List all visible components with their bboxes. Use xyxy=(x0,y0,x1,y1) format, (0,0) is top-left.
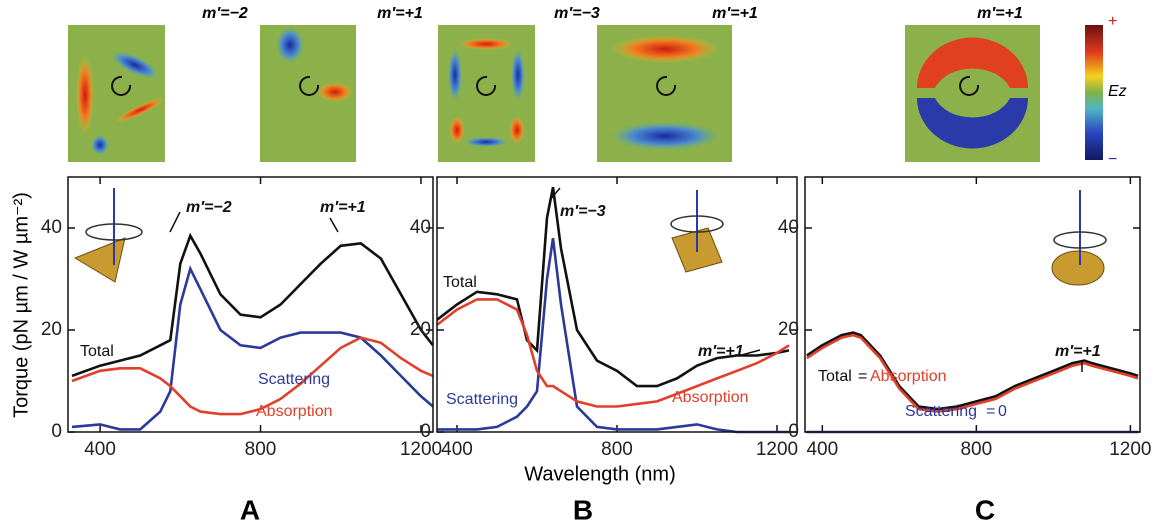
y-tick-label: 40 xyxy=(41,217,62,238)
mode-label: m′=+1 xyxy=(977,5,1023,22)
annotation: Total xyxy=(443,274,477,291)
y-tick-label: 20 xyxy=(410,319,431,340)
annotation: m′=+1 xyxy=(1055,343,1101,360)
x-tick-label: 1200 xyxy=(756,439,798,460)
annotation: Absorption xyxy=(672,389,749,406)
plot-frame xyxy=(68,177,433,432)
figure: Torque (pN µm / W µm⁻²) Wavelength (nm) … xyxy=(0,0,1162,531)
x-tick-label: 1200 xyxy=(400,439,442,460)
x-axis-label: Wavelength (nm) xyxy=(524,463,676,485)
colorbar-label: Ez xyxy=(1108,83,1127,100)
colorbar-min: − xyxy=(1108,151,1117,168)
annotation: Total xyxy=(818,368,852,385)
panel-letter: B xyxy=(573,494,593,525)
annotation: Absorption xyxy=(256,403,333,420)
x-tick-label: 800 xyxy=(601,439,633,460)
annotation: Total xyxy=(80,343,114,360)
x-tick-label: 800 xyxy=(960,439,992,460)
colorbar-max: + xyxy=(1108,13,1117,30)
annotation: Absorption xyxy=(870,368,947,385)
y-tick-label: 0 xyxy=(51,421,62,442)
annotation: m′=+1 xyxy=(698,343,744,360)
annotation-arrow xyxy=(330,218,338,232)
annotation: = xyxy=(858,368,867,385)
y-axis-label: Torque (pN µm / W µm⁻²) xyxy=(10,192,32,418)
mode-label: m′=−3 xyxy=(554,5,600,22)
annotation: m′=−3 xyxy=(560,203,606,220)
mode-label: m′=+1 xyxy=(377,5,423,22)
y-tick-label: 40 xyxy=(410,217,431,238)
y-tick-label: 40 xyxy=(778,217,799,238)
annotation: = xyxy=(986,403,995,420)
x-tick-label: 800 xyxy=(245,439,277,460)
panel-letter: C xyxy=(975,494,995,525)
mode-label: m′=−2 xyxy=(202,5,248,22)
mode-label: m′=+1 xyxy=(712,5,758,22)
y-tick-label: 0 xyxy=(420,421,431,442)
plot-frame xyxy=(805,177,1140,432)
x-tick-label: 400 xyxy=(84,439,116,460)
series-line xyxy=(72,269,433,430)
x-tick-label: 400 xyxy=(441,439,473,460)
y-tick-label: 0 xyxy=(788,421,799,442)
y-tick-label: 20 xyxy=(778,319,799,340)
annotation: m′=−2 xyxy=(186,199,232,216)
annotation: Scattering xyxy=(905,403,977,420)
field-maps xyxy=(68,25,1103,162)
panel-letter: A xyxy=(240,494,260,525)
annotation: Scattering xyxy=(258,371,330,388)
x-tick-label: 400 xyxy=(806,439,838,460)
series-line xyxy=(72,338,433,415)
x-tick-label: 1200 xyxy=(1109,439,1151,460)
annotation-arrow xyxy=(170,212,180,232)
annotation: 0 xyxy=(998,403,1007,420)
annotation: m′=+1 xyxy=(320,199,366,216)
annotation: Scattering xyxy=(446,391,518,408)
y-tick-label: 20 xyxy=(41,319,62,340)
